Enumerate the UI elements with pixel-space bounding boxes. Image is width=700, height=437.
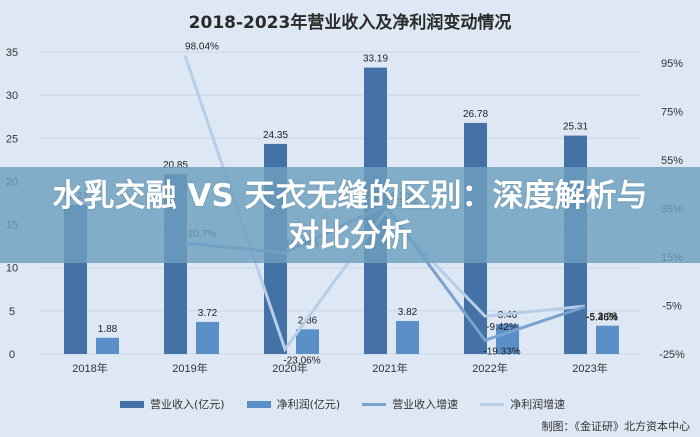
bar-label: 1.88 — [98, 324, 118, 335]
left-axis-tick: 25 — [6, 133, 18, 145]
left-axis-tick: 10 — [6, 263, 18, 275]
legend-item-profit-growth: 净利润增速 — [480, 396, 565, 412]
legend-item-revenue-growth: 营业收入增速 — [362, 396, 458, 412]
bar-net-profit — [396, 321, 419, 354]
category-label: 2019年 — [172, 361, 207, 375]
chart-legend: 营业收入(亿元) 净利润(亿元) 营业收入增速 净利润增速 — [120, 396, 565, 412]
chart-credit: 制图：《金证研》北方资本中心 — [541, 420, 691, 433]
bar-label: 3.46 — [498, 310, 518, 321]
headline-banner — [0, 167, 700, 263]
category-label: 2018年 — [72, 361, 107, 375]
right-axis-tick: 75% — [661, 107, 683, 119]
bar-net-profit — [296, 329, 319, 354]
line-label: -19.33% — [483, 346, 520, 357]
right-axis-tick: -5% — [662, 301, 682, 313]
bar-label: 3.28 — [598, 312, 618, 323]
bar-label: 25.31 — [563, 122, 588, 133]
right-axis-tick: 55% — [661, 155, 683, 167]
bar-label: 20.85 — [163, 160, 188, 171]
right-axis-tick: -25% — [659, 349, 685, 361]
bar-label: 3.82 — [398, 307, 418, 318]
bar-label: 26.78 — [463, 109, 488, 120]
category-label: 2021年 — [372, 361, 407, 375]
bar-label: 3.72 — [198, 308, 218, 319]
legend-item-net-profit: 净利润(亿元) — [246, 396, 340, 412]
bar-label: 33.19 — [363, 54, 388, 65]
chart-title: 2018-2023年营业收入及净利润变动情况 — [188, 13, 512, 33]
line-label: -23.06% — [283, 355, 320, 366]
legend-swatch-line-icon — [362, 402, 387, 406]
legend-swatch-line-icon — [480, 402, 505, 406]
line-label: -5.28% — [586, 312, 618, 323]
right-axis-tick: 95% — [661, 58, 683, 70]
bar-label: 2.86 — [298, 315, 318, 326]
category-label: 2023年 — [572, 361, 607, 375]
bar-net-profit — [96, 337, 119, 354]
category-label: 2020年 — [272, 361, 307, 375]
left-axis-tick: 30 — [6, 90, 18, 102]
bar-net-profit — [596, 325, 619, 354]
left-axis-tick: 0 — [9, 349, 15, 361]
bar-label: 24.35 — [263, 130, 288, 141]
legend-swatch-bar-icon — [120, 400, 144, 408]
legend-item-revenue: 营业收入(亿元) — [120, 396, 225, 412]
bar-net-profit — [196, 321, 219, 354]
line-label: -9.42% — [486, 322, 518, 333]
legend-swatch-bar-icon — [246, 400, 271, 408]
line-label: 98.04% — [185, 42, 219, 53]
line-label: -5.46% — [586, 313, 618, 324]
category-label: 2022年 — [472, 361, 507, 375]
left-axis-tick: 35 — [6, 47, 18, 59]
headline-text: 水乳交融 VS 天衣无缝的区别：深度解析与对比分析 — [52, 178, 648, 254]
left-axis-tick: 5 — [9, 306, 15, 318]
